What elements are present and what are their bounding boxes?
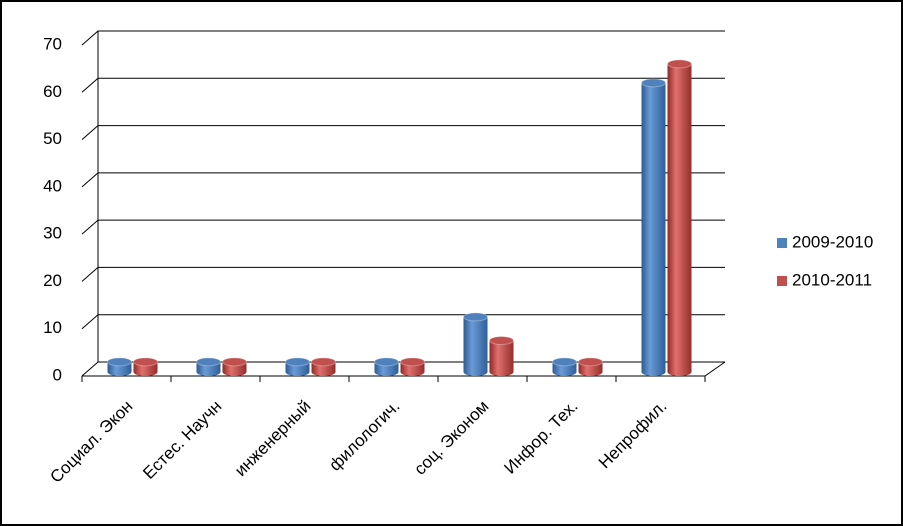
legend-swatch [777, 276, 787, 286]
y-tick-label: 70 [43, 34, 62, 53]
grid-line [81, 266, 725, 282]
bar-top [489, 336, 514, 346]
bar [489, 336, 514, 376]
bar-top [222, 357, 247, 367]
y-tick-label: 50 [43, 129, 62, 148]
y-tick-label: 40 [43, 176, 62, 195]
grid-line [81, 314, 725, 330]
bar-body [578, 361, 603, 376]
bar-top [107, 357, 132, 367]
bar-body [667, 63, 692, 377]
bar-top [374, 357, 399, 367]
grid-line [81, 125, 725, 140]
bar-top [311, 357, 336, 367]
bar [196, 357, 221, 376]
legend-label: 2010-2011 [792, 270, 872, 289]
grid-line [81, 30, 725, 46]
bar [578, 357, 603, 376]
bar-body [196, 361, 221, 376]
bar-body [400, 361, 425, 376]
bar-top [133, 357, 158, 367]
y-tick-label: 10 [43, 318, 62, 337]
bar-top [463, 312, 488, 322]
bar [552, 357, 577, 376]
grid-line [81, 219, 725, 235]
bar-body [463, 316, 488, 376]
bar-top [400, 357, 425, 367]
y-tick-label: 60 [43, 82, 62, 101]
grid-line [81, 77, 725, 93]
bar-body [552, 361, 577, 376]
bar-top [552, 357, 577, 367]
bar-body [489, 340, 514, 376]
bar [400, 357, 425, 376]
grid-line [81, 361, 725, 377]
bar-body [133, 361, 158, 376]
grid-line [81, 172, 725, 188]
bar [374, 357, 399, 376]
bar [641, 78, 666, 376]
bar-body [222, 361, 247, 376]
bar [667, 59, 692, 377]
legend-swatch [777, 238, 787, 248]
bar-body [285, 361, 310, 376]
bar-top [667, 59, 692, 69]
y-tick-label: 20 [43, 271, 62, 290]
y-tick-label: 0 [53, 365, 62, 384]
bar-body [641, 82, 666, 376]
bar-top [641, 78, 666, 88]
bar-body [311, 361, 336, 376]
bar [107, 357, 132, 376]
bar-top [196, 357, 221, 367]
bar [222, 357, 247, 376]
bar [463, 312, 488, 376]
y-tick-label: 30 [43, 224, 62, 243]
bar [133, 357, 158, 376]
legend-label: 2009-2010 [792, 232, 873, 251]
bar-body [374, 361, 399, 376]
bar-top [285, 357, 310, 367]
bar [285, 357, 310, 376]
bar-top [578, 357, 603, 367]
bar [311, 357, 336, 376]
bar-body [107, 361, 132, 376]
